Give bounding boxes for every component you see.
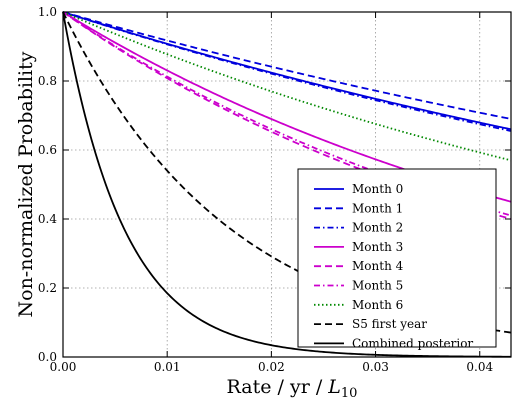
series-line-1 [62, 11, 512, 120]
tick-labels: 0.00 0.01 0.02 0.03 0.04 0.0 0.2 0.4 0.6 0.8 1.0 [38, 5, 494, 374]
y-tick-label: 0.0 [38, 350, 57, 364]
x-tick-label: 0.04 [466, 360, 493, 374]
series-line-2 [62, 11, 512, 132]
legend-box [297, 168, 497, 348]
tick-marks [62, 11, 511, 358]
x-tick-label: 0.01 [154, 360, 181, 374]
legend-label-2: Month 2 [352, 221, 403, 235]
x-axis-label: Rate / yr / L10 [227, 376, 358, 401]
legend-label-3: Month 3 [352, 240, 403, 254]
legend-label-0: Month 0 [352, 182, 403, 196]
legend-label-8: Combined posterior [352, 336, 473, 350]
x-tick-label: 0.00 [50, 360, 77, 374]
x-tick-label: 0.03 [362, 360, 389, 374]
series-line-0 [62, 11, 512, 131]
y-tick-label: 1.0 [38, 5, 57, 19]
y-tick-label: 0.6 [38, 143, 57, 157]
legend-label-4: Month 4 [352, 259, 404, 273]
series-line-7 [62, 11, 512, 334]
series-line-6 [62, 11, 512, 162]
y-tick-label: 0.4 [38, 212, 57, 226]
legend-label-7: S5 first year [352, 317, 427, 331]
y-tick-label: 0.2 [38, 281, 57, 295]
legend-label-6: Month 6 [352, 298, 403, 312]
legend: Month 0 Month 1 Month 2 Month 3 Month 4 Month… [297, 168, 497, 350]
series-line-4 [62, 11, 512, 220]
x-tick-label: 0.02 [258, 360, 285, 374]
y-axis-label: Non-normalized Probability [15, 51, 37, 317]
plot-frame [62, 11, 512, 358]
series-line-8 [62, 11, 512, 358]
legend-label-5: Month 5 [352, 279, 403, 293]
legend-label-1: Month 1 [352, 201, 403, 215]
y-tick-label: 0.8 [38, 74, 57, 88]
